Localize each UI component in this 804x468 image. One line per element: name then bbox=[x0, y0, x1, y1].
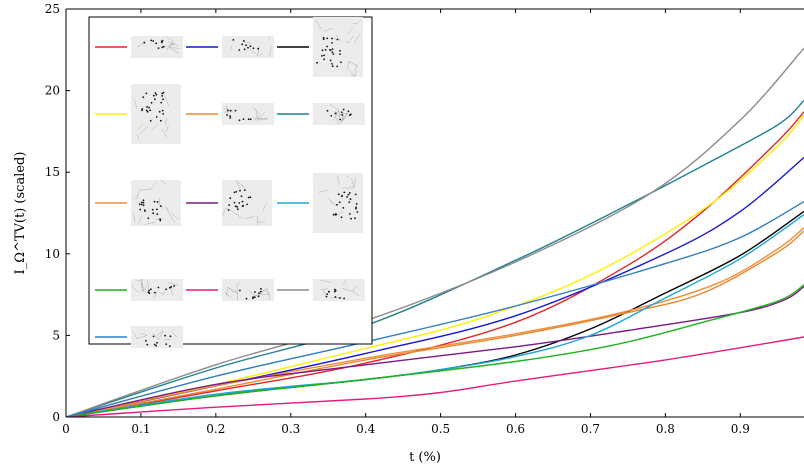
x-tick-label: 0.9 bbox=[731, 422, 750, 436]
x-tick-label: 0.3 bbox=[281, 422, 300, 436]
mesh-thumbnail-icon bbox=[313, 278, 365, 301]
y-axis-label: I_Ω^TV(t) (scaled) bbox=[13, 152, 28, 275]
mesh-thumbnail-icon bbox=[222, 279, 274, 301]
x-tick-label: 0.4 bbox=[356, 422, 375, 436]
y-tick-label: 10 bbox=[45, 247, 60, 261]
x-tick-label: 0.2 bbox=[206, 422, 225, 436]
mesh-thumbnail-icon bbox=[313, 17, 363, 77]
mesh-thumbnail-icon bbox=[131, 326, 183, 348]
axes: 0 0.1 0.2 0.3 0.4 0.5 0.6 0.7 0.8 0.9 0 5 10 15 20 25 bbox=[45, 2, 804, 436]
series-layer bbox=[66, 47, 804, 417]
mesh-thumbnail-icon bbox=[131, 279, 183, 301]
y-tick-label: 25 bbox=[45, 2, 60, 16]
mesh-thumbnail-icon bbox=[222, 36, 274, 58]
mesh-thumbnail-icon bbox=[222, 103, 274, 125]
series-line-10 bbox=[66, 284, 804, 417]
mesh-thumbnail-icon bbox=[131, 179, 181, 226]
x-axis-label: t (%) bbox=[409, 450, 441, 465]
series-line-7 bbox=[66, 227, 804, 417]
series-line-9 bbox=[66, 214, 804, 417]
series-line-11 bbox=[66, 336, 804, 417]
mesh-thumbnail-icon bbox=[131, 36, 183, 58]
x-tick-label: 0.5 bbox=[431, 422, 450, 436]
axis-labels: t (%) I_Ω^TV(t) (scaled) bbox=[13, 152, 441, 465]
x-tick-label: 0.7 bbox=[581, 422, 600, 436]
mesh-thumbnail-icon bbox=[131, 84, 181, 144]
series-line-1 bbox=[66, 111, 804, 417]
mesh-thumbnail-icon bbox=[222, 180, 272, 226]
legend bbox=[88, 16, 373, 348]
series-line-13 bbox=[66, 200, 804, 417]
x-tick-label: 0.8 bbox=[656, 422, 675, 436]
series-line-12 bbox=[66, 47, 804, 417]
series-line-6 bbox=[66, 99, 804, 417]
mesh-thumbnail-icon bbox=[313, 103, 365, 125]
series-line-5 bbox=[66, 230, 804, 417]
x-tick-label: 0 bbox=[62, 422, 70, 436]
y-tick-label: 0 bbox=[52, 410, 60, 424]
x-tick-label: 0.1 bbox=[131, 422, 150, 436]
y-tick-label: 15 bbox=[45, 165, 60, 179]
mesh-thumbnail-icon bbox=[313, 173, 363, 233]
series-line-8 bbox=[66, 285, 804, 417]
y-tick-label: 5 bbox=[52, 328, 60, 342]
y-tick-label: 20 bbox=[45, 84, 60, 98]
x-tick-label: 0.6 bbox=[506, 422, 525, 436]
